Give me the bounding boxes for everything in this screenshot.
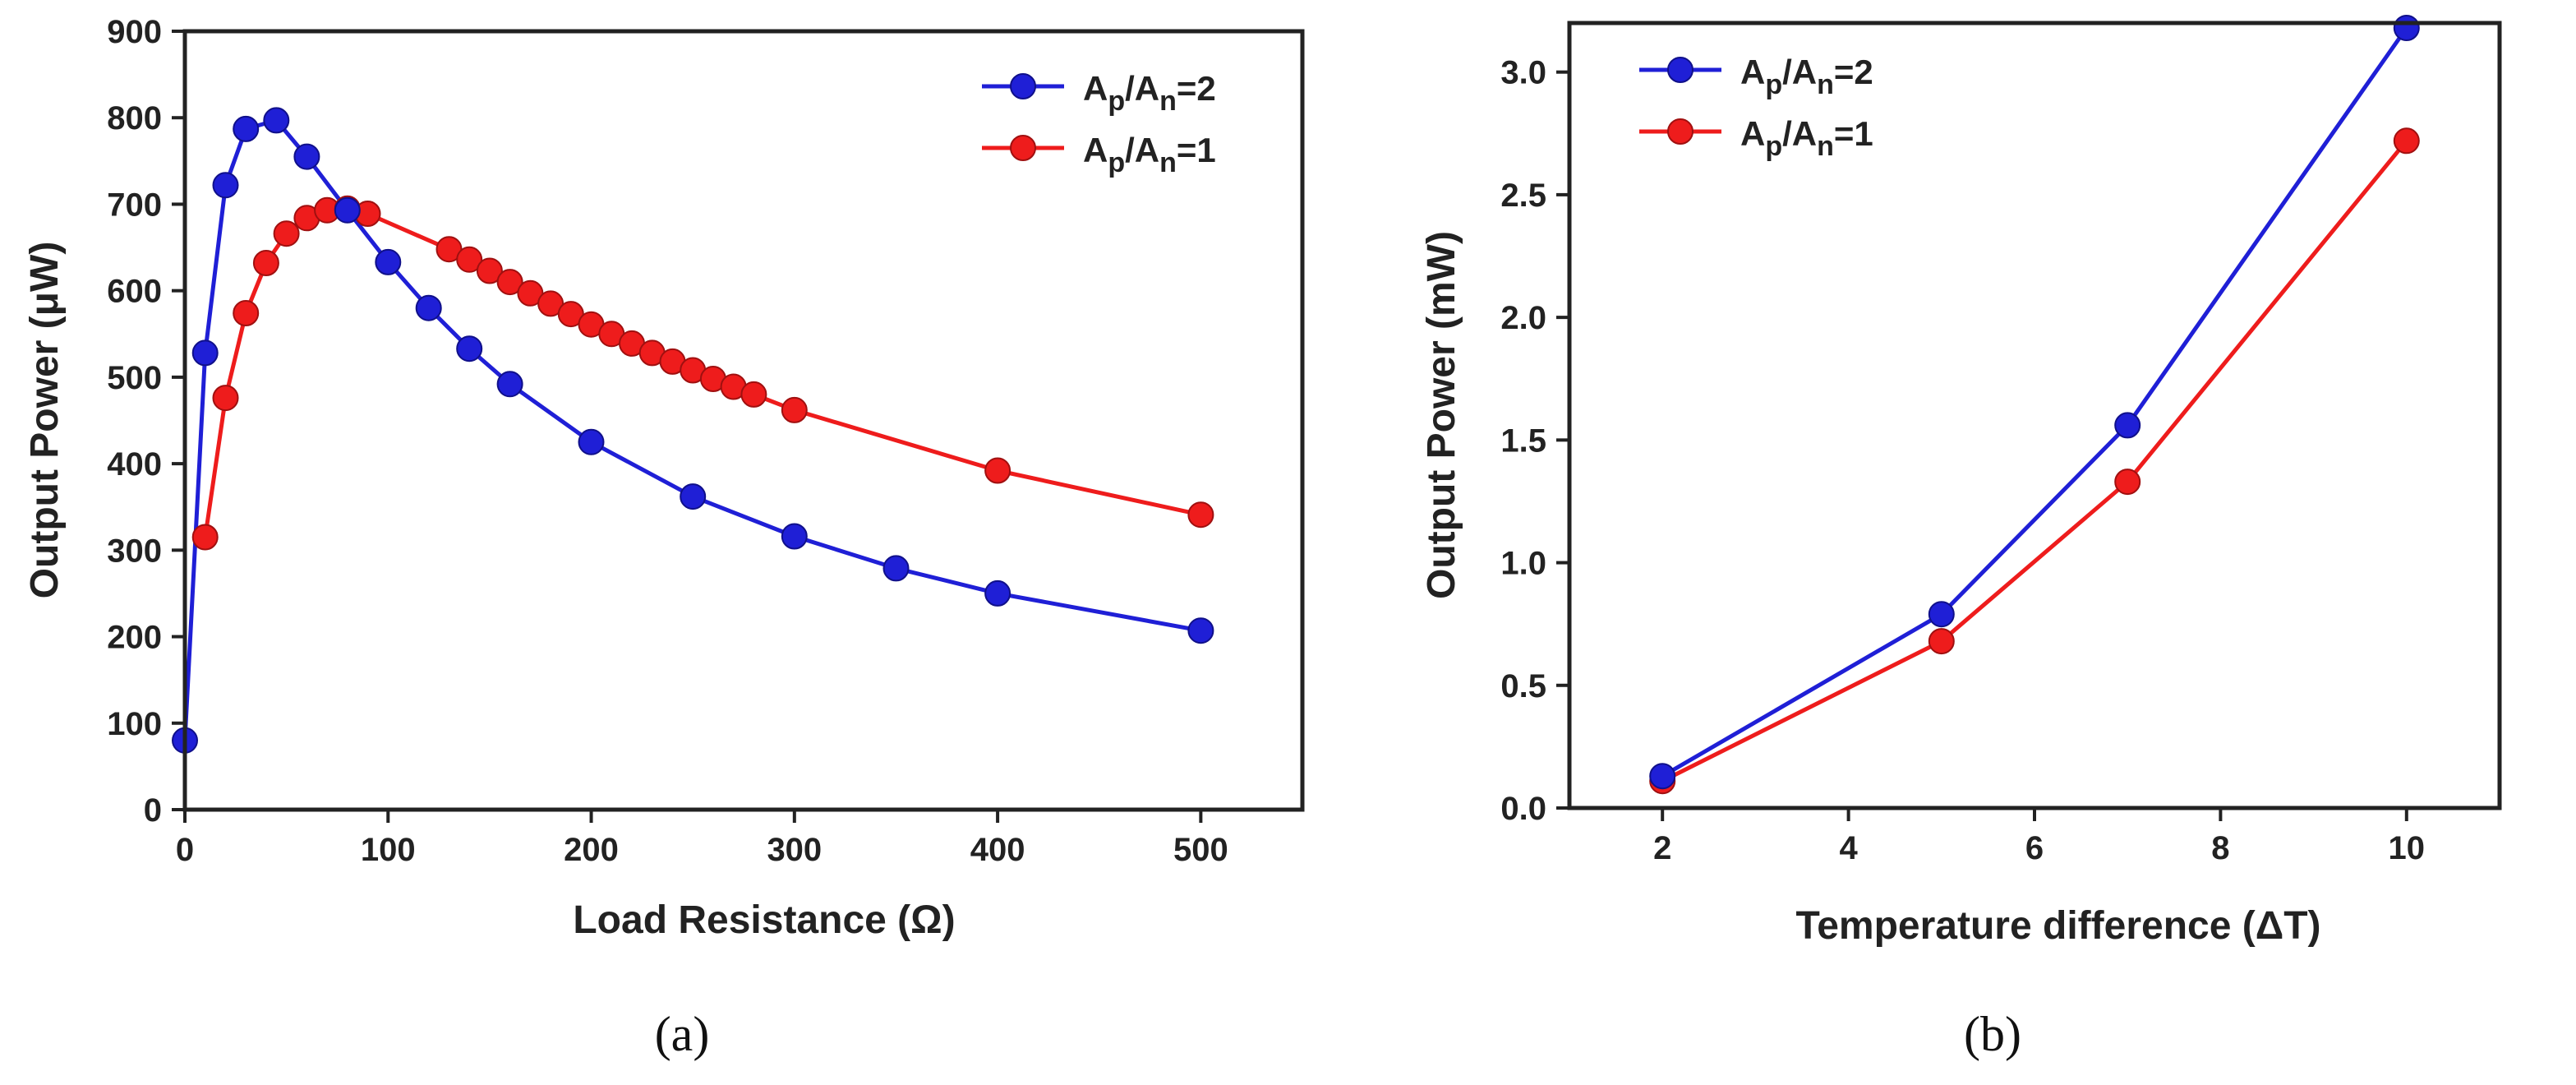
a-series-0-point-15: [984, 579, 1012, 607]
a-series-0-point-12: [680, 483, 707, 510]
a-series-1-point-26: [984, 457, 1012, 484]
b-ytick-label-3: 1.5: [1500, 422, 1546, 459]
a-ytick-label-6: 600: [107, 274, 162, 310]
a-xtick-label-1: 100: [361, 832, 416, 868]
a-series-1-point-12: [496, 269, 523, 296]
legend-item-b-1: Ap/An=1: [1639, 114, 1873, 162]
b-xtick-label-4: 10: [2389, 830, 2426, 866]
a-series-0-point-13: [781, 523, 808, 550]
chart-b-ylabel: Output Power (mW): [1420, 231, 1463, 599]
chart-b-frame: [1567, 21, 2502, 810]
b-series-1-point-3: [2393, 127, 2420, 155]
b-series-0-point-0: [1649, 763, 1676, 790]
b-ytick-label-5: 2.5: [1500, 178, 1546, 214]
b-series-0-point-2: [2114, 412, 2141, 439]
legend-item-a-0: Ap/An=2: [982, 69, 1216, 117]
a-ytick-label-9: 900: [107, 14, 162, 50]
b-xtick-label-3: 8: [2211, 830, 2229, 866]
b-series-1-point-2: [2114, 469, 2141, 496]
legend-item-a-1: Ap/An=1: [982, 131, 1216, 178]
b-series-1-point-1: [1928, 628, 1955, 655]
svg-text:Ap/An=1: Ap/An=1: [1083, 131, 1216, 178]
a-series-0-point-1: [191, 339, 219, 367]
a-series-0-point-3: [233, 115, 260, 142]
a-series-0-point-5: [293, 143, 320, 170]
a-ytick-label-5: 500: [107, 360, 162, 396]
b-series-0-point-3: [2393, 15, 2420, 41]
a-series-1-point-4: [273, 220, 300, 247]
a-xtick-label-3: 300: [767, 832, 822, 868]
a-series-1-point-27: [1187, 501, 1214, 529]
a-series-0-point-6: [334, 196, 361, 224]
a-ytick-label-8: 800: [107, 100, 162, 136]
a-ytick-label-3: 300: [107, 533, 162, 569]
chart-b-legend: Ap/An=2 Ap/An=1: [1639, 53, 1873, 162]
a-series-1-point-0: [191, 524, 219, 551]
b-series-0-point-1: [1928, 601, 1955, 628]
caption-b: (b): [1964, 1007, 2021, 1061]
a-xtick-label-5: 500: [1173, 832, 1228, 868]
svg-text:Ap/An=2: Ap/An=2: [1740, 53, 1873, 100]
chart-a-frame: [182, 29, 1305, 812]
a-xtick-label-4: 400: [970, 832, 1025, 868]
legend-item-b-0: Ap/An=2: [1639, 53, 1873, 100]
svg-text:Ap/An=2: Ap/An=2: [1083, 69, 1216, 117]
a-xtick-label-2: 200: [564, 832, 619, 868]
a-series-0-point-7: [375, 248, 402, 275]
b-ytick-label-2: 1.0: [1500, 546, 1546, 582]
chart-a-xlabel: Load Resistance (Ω): [573, 898, 955, 942]
b-xtick-label-2: 6: [2025, 830, 2044, 866]
b-xtick-label-1: 4: [1839, 830, 1858, 866]
a-series-1-point-2: [233, 300, 260, 326]
b-ytick-label-4: 2.0: [1500, 300, 1546, 336]
a-ytick-label-2: 200: [107, 620, 162, 656]
a-ytick-label-7: 700: [107, 187, 162, 223]
a-series-1-point-1: [212, 385, 239, 412]
a-series-0-point-4: [263, 107, 290, 134]
a-ytick-label-4: 400: [107, 446, 162, 482]
b-ytick-label-0: 0.0: [1500, 791, 1546, 827]
b-series-line-1: [1661, 139, 2408, 783]
a-series-0-point-11: [578, 428, 605, 455]
a-series-1-point-24: [740, 381, 767, 408]
a-series-1-point-25: [781, 396, 808, 423]
a-series-0-point-14: [882, 555, 910, 582]
svg-text:Ap/An=1: Ap/An=1: [1740, 114, 1873, 162]
a-series-0-point-9: [456, 335, 483, 362]
a-series-1-point-3: [252, 250, 279, 276]
a-series-1-point-10: [456, 246, 483, 273]
a-series-0-point-10: [496, 371, 523, 398]
chart-b: 2 4 6 8 10 0.0 0.5 1.0 1.5 2.0 2.5 3.0 Temperature …: [1420, 15, 2502, 1061]
b-ytick-label-6: 3.0: [1500, 55, 1546, 91]
a-ytick-label-1: 100: [107, 706, 162, 742]
a-series-0-point-2: [212, 172, 239, 199]
chart-a-legend: Ap/An=2 Ap/An=1: [982, 69, 1216, 178]
a-xtick-label-0: 0: [176, 832, 194, 868]
caption-a: (a): [655, 1007, 710, 1061]
chart-a-ylabel: Output Power (μW): [23, 242, 67, 599]
b-series-line-0: [1661, 26, 2408, 778]
a-ytick-label-0: 0: [144, 792, 162, 829]
chart-a: 0 100 200 300 400 500 0 100 200 300 400 500 600 700 80…: [23, 14, 1305, 1061]
chart-b-xlabel: Temperature difference (ΔT): [1795, 904, 2320, 948]
a-series-0-point-8: [415, 294, 442, 321]
a-series-0-point-16: [1187, 617, 1214, 644]
b-ytick-label-1: 0.5: [1500, 668, 1546, 704]
b-xtick-label-0: 2: [1653, 830, 1671, 866]
a-series-1-point-11: [476, 257, 503, 284]
